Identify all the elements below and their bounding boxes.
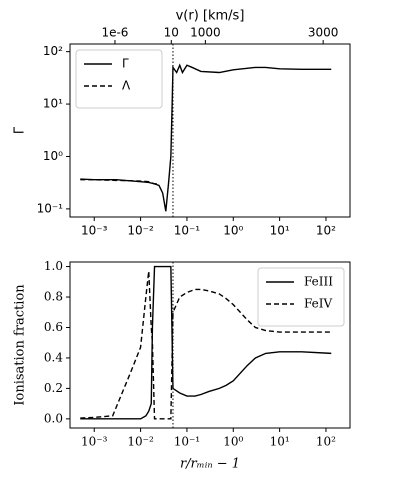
x2-tick-label: 1e-6 [101, 26, 128, 40]
y-tick-label: 0.6 [44, 320, 63, 334]
x-axis-label: r/rₘᵢₙ − 1 [180, 457, 240, 472]
legend-box [75, 49, 163, 109]
x2-tick-label: 1000 [190, 26, 221, 40]
x-tick-label: 10⁻¹ [174, 435, 200, 449]
x-tick-label: 10⁰ [223, 224, 243, 238]
x2-tick-label: 10 [164, 26, 179, 40]
x-tick-label: 10⁰ [223, 435, 243, 449]
x2-tick-label: 3000 [308, 26, 339, 40]
x-tick-label: 10² [316, 435, 336, 449]
legend-label: Γ [122, 57, 129, 71]
y-tick-label: 10⁰ [43, 149, 63, 163]
y-tick-label: 0.0 [44, 411, 63, 425]
series-line [80, 271, 332, 420]
y-tick-label: 0.8 [44, 290, 63, 304]
y-tick-label: 10¹ [43, 97, 63, 111]
x-tick-label: 10² [316, 224, 336, 238]
x-tick-label: 10⁻¹ [174, 224, 201, 238]
x-tick-label: 10⁻³ [81, 435, 108, 449]
legend-label: FeIII [304, 275, 333, 289]
legend-label: Λ [122, 79, 131, 93]
plot-frame [69, 43, 351, 218]
plot-frame [69, 261, 351, 429]
x-tick-label: 10⁻³ [81, 224, 108, 238]
series-line [80, 179, 160, 185]
y-tick-label: 0.4 [44, 350, 63, 364]
series-line [80, 63, 332, 212]
y-tick-label: 10² [43, 44, 63, 58]
x-tick-label: 10¹ [270, 224, 290, 238]
panel-ionisation: 10⁻³ 10⁻² 10⁻¹ 10⁰ 10¹ 10² 0.0 0.2 0.4 0.6 0.8 1.0 r… [13, 259, 351, 472]
panel-gamma: 10⁻³ 10⁻² 10⁻¹ 10⁰ 10¹ 10² 10⁻¹ 10⁰ 10¹ 10² 1e-6 10… [13, 9, 351, 238]
x-tick-label: 10¹ [270, 435, 290, 449]
y-tick-label: 1.0 [44, 259, 63, 273]
x-tick-label: 10⁻² [127, 435, 154, 449]
x2-axis-label: v(r) [km/s] [176, 9, 245, 24]
series-line [80, 265, 332, 420]
legend-label: FeIV [304, 297, 333, 311]
y-axis-label: Ionisation fraction [13, 284, 28, 406]
y-tick-label: 0.2 [44, 381, 63, 395]
y-tick-label: 10⁻¹ [37, 201, 64, 215]
x-tick-label: 10⁻² [127, 224, 154, 238]
y-axis-label: Γ [13, 126, 28, 134]
